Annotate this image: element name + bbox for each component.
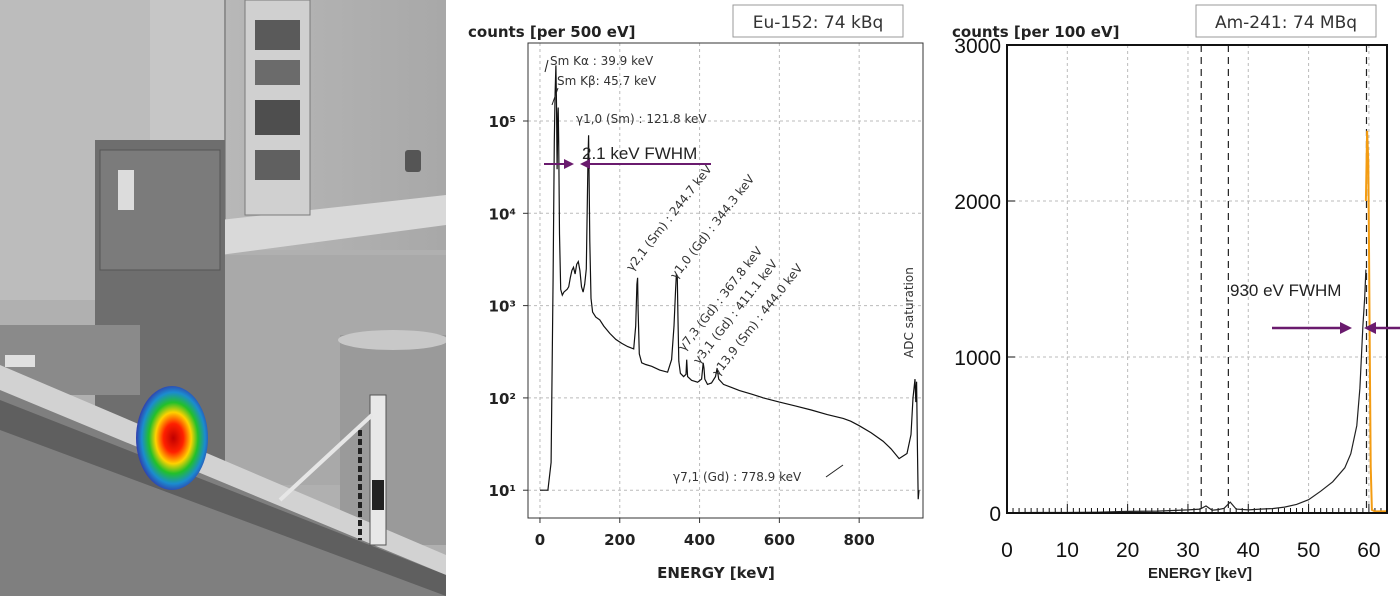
am241-xtick-label-3: 30 xyxy=(1176,539,1199,562)
eu152-ytick-label-0: 10⁵ xyxy=(489,113,516,131)
annot-gamma-244: γ2,1 (Sm) : 244.7 keV xyxy=(623,162,715,274)
am241-spectrum-chart: Am-241: 74 MBq counts [per 100 eV] ENERG… xyxy=(952,4,1400,582)
camera-photo-panel xyxy=(0,0,446,596)
eu152-xtick-label-1: 200 xyxy=(604,531,635,549)
am241-xtick-label-0: 0 xyxy=(1001,539,1013,562)
am241-xtick-label-5: 50 xyxy=(1297,539,1320,562)
am241-ytick-label-2: 2000 xyxy=(954,191,1001,214)
eu152-source-box xyxy=(732,4,904,38)
am241-xtick-label-2: 20 xyxy=(1116,539,1139,562)
am241-x-axis-label: ENERGY [keV] xyxy=(1148,565,1252,582)
eu152-annotations: Sm Kα : 39.9 keV Sm Kβ: 45.7 keV γ1,0 (S… xyxy=(544,54,916,484)
annot-gamma-121: γ1,0 (Sm) : 121.8 keV xyxy=(576,112,707,126)
am241-grid xyxy=(1006,44,1387,514)
annot-778-leader xyxy=(825,464,844,478)
am241-ytick-label-3: 3000 xyxy=(954,35,1001,58)
eu152-ytick-label-3: 10² xyxy=(489,390,516,408)
am241-source-label: Am-241: 74 MBq xyxy=(1215,13,1357,33)
eu152-x-axis-label: ENERGY [keV] xyxy=(657,564,775,582)
eu152-y-axis-label: counts [per 500 eV] xyxy=(468,23,635,41)
eu152-fwhm-label: 2.1 keV FWHM xyxy=(582,144,697,163)
eu152-xtick-label-4: 800 xyxy=(844,531,875,549)
eu152-plot-frame xyxy=(527,42,924,519)
annot-gamma-778: γ7,1 (Gd) : 778.9 keV xyxy=(673,470,802,484)
eu152-grid xyxy=(528,43,923,518)
am241-xtick-label-4: 40 xyxy=(1237,539,1260,562)
am241-ytick-label-0: 0 xyxy=(989,503,1001,526)
am241-spectrum-line xyxy=(1006,269,1367,514)
am241-peak-line xyxy=(1364,130,1387,513)
am241-spectrum-panel: Am-241: 74 MBq counts [per 100 eV] ENERG… xyxy=(942,0,1400,596)
am241-reference-lines xyxy=(1200,45,1368,513)
eu152-spectrum-chart: Eu-152: 74 kBq counts [per 500 eV] ENERG… xyxy=(468,4,924,582)
am241-y-axis-label: counts [per 100 eV] xyxy=(952,23,1119,41)
am241-xtick-label-6: 60 xyxy=(1357,539,1380,562)
eu152-ytick-label-2: 10³ xyxy=(489,298,516,316)
eu152-ytick-label-4: 10¹ xyxy=(489,482,516,500)
eu152-ticks: 0 200 400 600 800 10⁵ 10⁴ 10³ 10² 10¹ xyxy=(489,113,875,549)
eu152-xtick-label-2: 400 xyxy=(684,531,715,549)
am241-source-box xyxy=(1195,4,1377,38)
radiation-hotspot-overlay xyxy=(136,386,208,490)
eu152-ytick-label-1: 10⁴ xyxy=(489,205,516,223)
eu152-xtick-label-0: 0 xyxy=(535,531,545,549)
gamma-camera-overlay-photo xyxy=(0,0,446,596)
eu152-spectrum-panel: Eu-152: 74 kBq counts [per 500 eV] ENERG… xyxy=(446,0,942,596)
annot-kbeta-leader xyxy=(551,87,559,106)
am241-ticks: 0 10 20 30 40 50 60 0 1000 2000 3000 xyxy=(954,35,1388,562)
eu152-fwhm-arrows xyxy=(544,159,711,169)
eu152-source-label: Eu-152: 74 kBq xyxy=(753,13,884,33)
annot-sm-kbeta: Sm Kβ: 45.7 keV xyxy=(557,74,657,88)
annot-kalpha-leader xyxy=(544,59,549,73)
am241-fwhm-arrows xyxy=(1272,322,1400,334)
eu152-xtick-label-3: 600 xyxy=(764,531,795,549)
am241-fwhm-label: 930 eV FWHM xyxy=(1230,281,1341,300)
am241-xtick-label-1: 10 xyxy=(1056,539,1079,562)
annot-adc-saturation: ADC saturation xyxy=(902,267,916,358)
eu152-spectrum-line xyxy=(540,65,920,500)
am241-ytick-label-1: 1000 xyxy=(954,347,1001,370)
annot-sm-kalpha: Sm Kα : 39.9 keV xyxy=(550,54,654,68)
am241-plot-frame xyxy=(1006,44,1388,514)
